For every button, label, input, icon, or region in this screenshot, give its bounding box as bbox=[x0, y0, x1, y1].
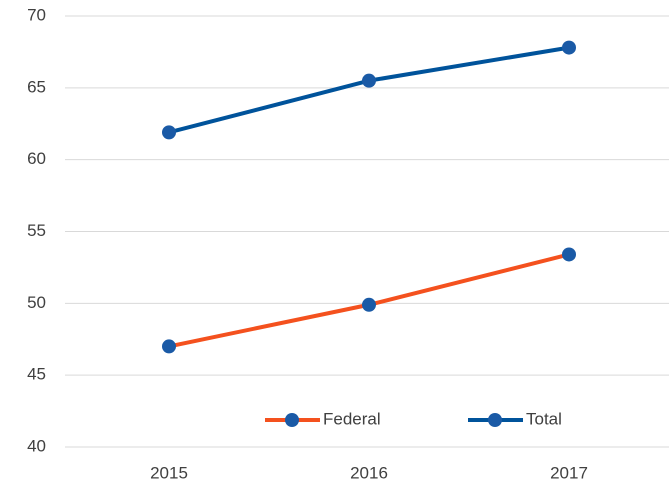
x-tick-label: 2017 bbox=[550, 463, 588, 482]
y-tick-label: 50 bbox=[27, 293, 46, 312]
x-tick-label: 2015 bbox=[150, 463, 188, 482]
data-point bbox=[162, 339, 176, 354]
y-tick-label: 45 bbox=[27, 365, 46, 384]
x-tick-label: 2016 bbox=[350, 463, 388, 482]
y-tick-label: 70 bbox=[27, 5, 46, 24]
y-tick-label: 40 bbox=[27, 436, 46, 455]
data-point bbox=[562, 247, 576, 262]
y-tick-label: 55 bbox=[27, 221, 46, 240]
legend-marker bbox=[488, 413, 502, 427]
legend-marker bbox=[285, 413, 299, 427]
legend-label: Federal bbox=[323, 409, 381, 428]
data-point bbox=[362, 73, 376, 88]
series-line bbox=[168, 45, 570, 135]
y-tick-label: 60 bbox=[27, 149, 46, 168]
legend-label: Total bbox=[526, 409, 562, 428]
data-point bbox=[162, 125, 176, 140]
data-point bbox=[362, 297, 376, 312]
y-tick-label: 65 bbox=[27, 77, 46, 96]
data-point bbox=[562, 40, 576, 55]
